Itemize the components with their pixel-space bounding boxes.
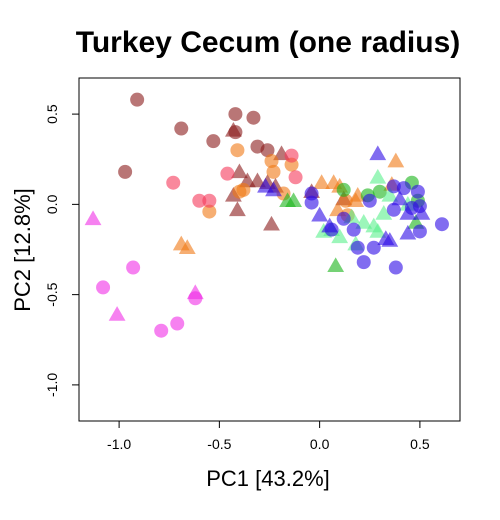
data-point-triangle bbox=[229, 201, 246, 216]
data-point-circle bbox=[188, 291, 202, 305]
x-axis: -1.0 -0.5 0.0 0.5 bbox=[107, 421, 430, 452]
data-point-circle bbox=[305, 196, 319, 210]
x-axis-label: PC1 [43.2%] bbox=[206, 466, 330, 491]
data-point-circle bbox=[154, 324, 168, 338]
data-point-circle bbox=[363, 194, 377, 208]
data-point-triangle bbox=[369, 145, 386, 160]
y-tick-label: 0.5 bbox=[44, 104, 60, 124]
data-point-circle bbox=[202, 194, 216, 208]
data-point-circle bbox=[228, 107, 242, 121]
data-point-circle bbox=[411, 185, 425, 199]
data-point-circle bbox=[351, 241, 365, 255]
data-point-circle bbox=[285, 149, 299, 163]
y-tick-label: -0.5 bbox=[44, 282, 60, 306]
data-point-circle bbox=[220, 167, 234, 181]
data-point-triangle bbox=[327, 257, 344, 272]
y-tick-label: -1.0 bbox=[44, 373, 60, 397]
data-point-circle bbox=[230, 143, 244, 157]
data-point-circle bbox=[289, 170, 303, 184]
data-point-triangle bbox=[109, 306, 126, 321]
data-point-circle bbox=[96, 280, 110, 294]
x-tick-label: 0.0 bbox=[310, 436, 330, 452]
data-point-circle bbox=[166, 176, 180, 190]
data-point-circle bbox=[357, 255, 371, 269]
data-point-circle bbox=[389, 261, 403, 275]
data-point-circle bbox=[206, 134, 220, 148]
data-point-circle bbox=[435, 217, 449, 231]
data-point-circle bbox=[267, 165, 281, 179]
data-point-triangle bbox=[263, 216, 280, 231]
data-point-triangle bbox=[85, 210, 102, 225]
x-tick-label: 0.5 bbox=[410, 436, 430, 452]
y-axis: -1.0 -0.5 0.0 0.5 bbox=[44, 104, 79, 397]
data-points bbox=[85, 93, 449, 338]
data-point-circle bbox=[413, 224, 427, 238]
data-point-circle bbox=[170, 317, 184, 331]
data-point-circle bbox=[246, 111, 260, 125]
data-point-circle bbox=[347, 223, 361, 237]
data-point-circle bbox=[337, 183, 351, 197]
data-point-circle bbox=[130, 93, 144, 107]
x-tick-label: -0.5 bbox=[207, 436, 231, 452]
data-point-circle bbox=[118, 165, 132, 179]
x-tick-label: -1.0 bbox=[107, 436, 131, 452]
data-point-triangle bbox=[369, 169, 386, 184]
data-point-circle bbox=[337, 212, 351, 226]
data-point-circle bbox=[232, 185, 246, 199]
chart-title: Turkey Cecum (one radius) bbox=[76, 26, 461, 59]
data-point-circle bbox=[126, 261, 140, 275]
plot-frame bbox=[79, 78, 460, 421]
y-axis-label: PC2 [12.8%] bbox=[10, 188, 35, 312]
y-tick-label: 0.0 bbox=[44, 194, 60, 214]
data-point-triangle bbox=[387, 153, 404, 168]
data-point-circle bbox=[174, 122, 188, 136]
